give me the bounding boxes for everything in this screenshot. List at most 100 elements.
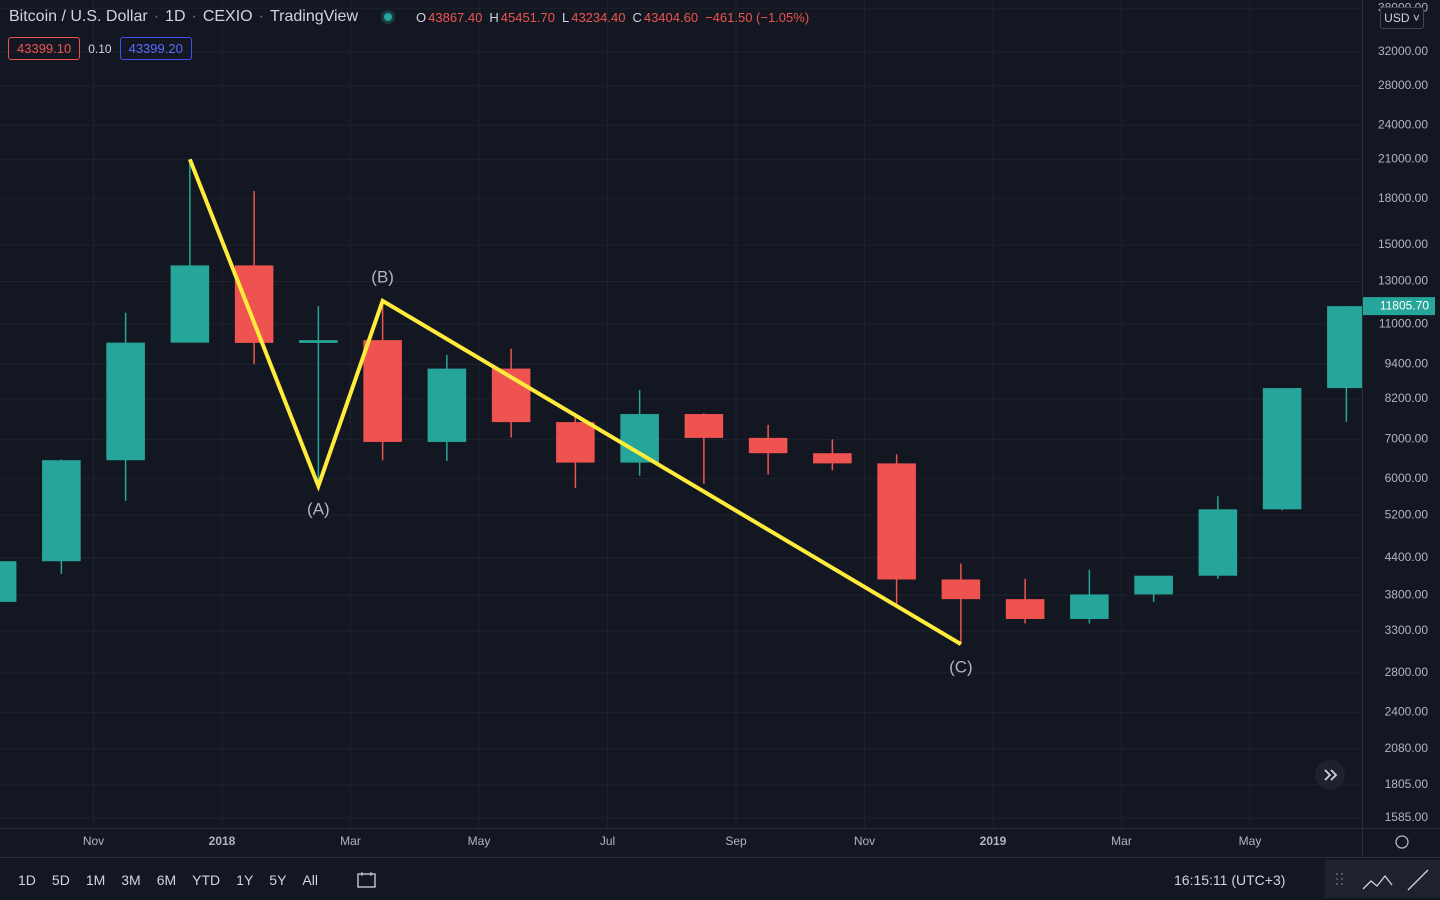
currency-select[interactable]: USD ˅	[1380, 7, 1424, 29]
bottom-toolbar: 1D 5D 1M 3M 6M YTD 1Y 5Y All 16:15:11 (UTC+3)	[0, 857, 1440, 900]
candle-body	[1262, 388, 1302, 510]
separator: ·	[191, 8, 197, 25]
candle-body	[1070, 594, 1109, 619]
last-price-label: 11805.70	[1380, 298, 1429, 312]
drag-handle[interactable]	[1336, 873, 1343, 887]
ohlc-value: 43404.60	[643, 9, 699, 25]
ohlc-key: O	[416, 9, 427, 25]
range-button[interactable]: 5D	[51, 871, 70, 888]
range-button[interactable]: 1D	[18, 871, 36, 888]
x-tick-label: May	[468, 834, 491, 848]
candle-body	[1005, 599, 1045, 619]
y-tick-label: 1805.00	[1385, 777, 1429, 791]
grid	[0, 0, 1362, 828]
market-status	[384, 13, 392, 21]
source: TradingView	[269, 8, 358, 25]
quotes: 43399.10 0.10 43399.20	[8, 37, 192, 60]
settings-icon[interactable]	[1395, 835, 1409, 849]
x-tick-label: Jul	[600, 834, 615, 848]
range-button[interactable]: All	[302, 871, 318, 888]
candle-body	[556, 422, 595, 463]
interval: 1D	[165, 8, 186, 25]
ohlc-key: H	[489, 9, 499, 25]
range-button[interactable]: 6M	[156, 871, 177, 888]
y-tick-label: 2080.00	[1385, 741, 1429, 755]
x-tick-label: May	[1239, 834, 1262, 848]
candle-body	[170, 265, 210, 343]
indicator-icon[interactable]	[1362, 874, 1393, 890]
candle-body	[363, 340, 402, 442]
candle-body	[1327, 306, 1362, 389]
ohlc-value: 43867.40	[428, 9, 483, 25]
range-button[interactable]: YTD	[192, 871, 221, 888]
candle-body	[0, 561, 17, 602]
currency: USD	[1384, 11, 1410, 25]
candle-body	[877, 463, 916, 580]
y-tick-label: 11000.00	[1379, 316, 1428, 330]
wave-label: (A)	[307, 499, 330, 518]
candle-body	[234, 265, 274, 343]
candle-body	[813, 453, 852, 464]
x-tick-label: 2018	[209, 834, 236, 848]
plot-area: (A) (B) (C)	[0, 158, 1362, 677]
y-tick-label: 6000.00	[1385, 471, 1429, 485]
axes: 38000.0032000.0028000.0024000.0021000.00…	[83, 0, 1435, 848]
bid[interactable]: 43399.10	[8, 37, 81, 60]
candle-body	[684, 414, 724, 438]
y-tick-label: 24000.00	[1378, 117, 1428, 131]
wave-label: (C)	[949, 658, 973, 677]
y-tick-label: 21000.00	[1378, 151, 1428, 165]
y-tick-label: 15000.00	[1378, 237, 1428, 251]
range-button[interactable]: 1Y	[236, 871, 254, 888]
x-tick-label: Mar	[340, 834, 361, 848]
range-button[interactable]: 3M	[121, 871, 141, 888]
separator: ·	[153, 8, 160, 25]
candle-body	[427, 368, 467, 442]
goto-date-icon[interactable]	[356, 871, 378, 889]
candle-body	[299, 340, 338, 343]
range-buttons: 1D 5D 1M 3M 6M YTD 1Y 5Y All	[10, 872, 326, 888]
ohlc-legend: O 43867.40 H 45451.70 L 43234.40 C 43404.60 −461…	[416, 10, 814, 25]
x-tick-label: 2019	[980, 834, 1007, 848]
range-button[interactable]: 5Y	[269, 871, 287, 888]
y-tick-label: 13000.00	[1378, 274, 1428, 288]
ohlc-key: L	[561, 9, 570, 25]
spread: 0.10	[88, 41, 112, 56]
separator: ·	[258, 8, 264, 25]
x-tick-label: Mar	[1111, 834, 1132, 848]
y-tick-label: 18000.00	[1378, 191, 1428, 205]
range-button[interactable]: 1M	[85, 871, 106, 888]
y-tick-label: 4400.00	[1385, 550, 1429, 564]
y-tick-label: 7000.00	[1385, 432, 1429, 446]
y-tick-label: 28000.00	[1378, 78, 1428, 92]
ohlc-key: C	[632, 9, 642, 25]
ohlc-value: 43234.40	[571, 9, 626, 25]
last-price-tag	[1363, 297, 1435, 316]
y-tick-label: 2800.00	[1385, 665, 1429, 679]
clock: 16:15:11 (UTC+3)	[1174, 871, 1286, 888]
x-tick-label: Sep	[725, 834, 747, 848]
change: −461.50 (−1.05%)	[705, 9, 810, 25]
y-tick-label: 2400.00	[1385, 704, 1429, 718]
y-tick-label: 3300.00	[1385, 623, 1429, 637]
y-tick-label: 5200.00	[1385, 507, 1429, 521]
scroll-icon	[1324, 769, 1338, 781]
draw-line-icon[interactable]	[1407, 869, 1429, 891]
candle-body	[1198, 509, 1238, 576]
toolbar-icons	[1325, 860, 1440, 898]
exchange: CEXIO	[202, 8, 253, 25]
ask[interactable]: 43399.20	[119, 37, 192, 60]
wave-line	[188, 158, 962, 646]
candle-body	[941, 579, 981, 600]
candle-body	[42, 460, 81, 562]
ohlc-value: 45451.70	[500, 9, 555, 25]
symbol: Bitcoin / U.S. Dollar	[9, 8, 148, 25]
x-tick-label: Nov	[83, 834, 104, 848]
y-tick-label: 1585.00	[1385, 810, 1429, 824]
y-tick-label: 8200.00	[1385, 391, 1429, 405]
icons	[1336, 869, 1429, 891]
y-tick-label: 9400.00	[1385, 356, 1429, 370]
x-tick-label: Nov	[854, 834, 875, 848]
candle-body	[1134, 575, 1173, 595]
